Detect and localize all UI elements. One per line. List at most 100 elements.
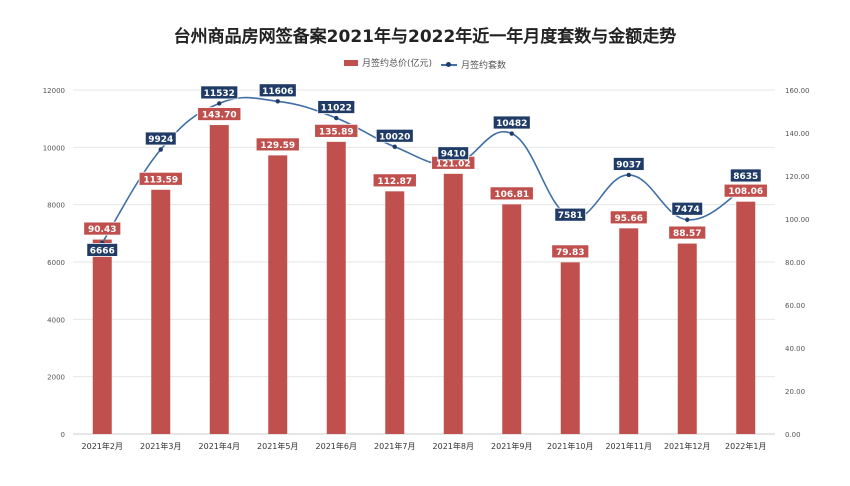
right-tick-label: 100.00 (785, 216, 810, 224)
bar-data-label: 90.43 (88, 225, 116, 235)
line-data-label-bg (375, 128, 414, 143)
line-data-label-bg (144, 131, 177, 146)
bar-data-label: 113.59 (143, 175, 178, 185)
line-data-label-bg (671, 201, 704, 216)
bar-data-label: 135.89 (319, 127, 354, 137)
x-tick-label: 2021年9月 (491, 441, 532, 451)
right-tick-label: 140.00 (785, 130, 810, 138)
bar-data-label: 95.66 (615, 214, 643, 224)
bar (92, 239, 112, 434)
bar-data-label: 88.57 (673, 229, 701, 239)
bar (443, 173, 463, 434)
left-tick-label: 6000 (47, 259, 65, 267)
x-tick-label: 2021年11月 (605, 441, 652, 451)
bar (326, 141, 346, 435)
line-data-label: 7474 (675, 205, 700, 215)
bar-data-label-bg (83, 221, 122, 236)
legend-line-swatch (440, 61, 457, 67)
chart-title: 台州商品房网签备案2021年与2022年近一年月度套数与金额走势 (173, 27, 677, 47)
right-tick-label: 20.00 (785, 388, 805, 396)
right-tick-label: 160.00 (785, 87, 810, 95)
line-data-label-bg (86, 243, 119, 257)
line-data-label: 9037 (616, 160, 641, 170)
bar-data-label: 108.06 (728, 187, 763, 197)
line-data-label-bg (612, 157, 645, 171)
bar-data-label-bg (489, 186, 534, 201)
right-tick-label: 80.00 (785, 259, 805, 267)
bar-data-label-bg (609, 210, 648, 225)
line-data-label-bg (554, 207, 587, 222)
line-point (509, 131, 514, 136)
bar-data-label-bg (138, 171, 183, 186)
right-tick-label: 60.00 (785, 302, 805, 310)
legend-item-amount: 月签约总价(亿元) (344, 56, 432, 69)
line-point (392, 144, 397, 149)
line-data-label-bg (492, 115, 531, 130)
left-tick-label: 8000 (47, 202, 65, 210)
legend: 月签约总价(亿元) 月签约套数 (0, 56, 850, 71)
x-tick-label: 2021年6月 (316, 441, 357, 451)
x-tick-label: 2021年5月 (257, 441, 298, 451)
bar (268, 155, 288, 434)
right-tick-label: 40.00 (785, 345, 805, 353)
bar-data-label-bg (668, 225, 707, 240)
line-data-label: 6666 (90, 246, 115, 256)
bar-data-label-bg (314, 123, 359, 138)
left-tick-label: 12000 (43, 87, 65, 95)
line-data-label: 11022 (321, 104, 352, 114)
legend-label-amount: 月签约总价(亿元) (362, 59, 433, 69)
bar (502, 204, 522, 434)
line-data-label-bg (317, 100, 356, 114)
line-data-label: 11532 (204, 89, 235, 99)
right-tick-label: 120.00 (785, 173, 810, 181)
bar-data-label-bg (551, 244, 590, 259)
left-tick-label: 2000 (47, 374, 65, 382)
x-tick-label: 2022年1月 (725, 441, 766, 451)
line-data-label: 8635 (733, 172, 758, 182)
bar (151, 189, 171, 434)
line-data-label-bg (437, 146, 470, 161)
bar-data-label: 121.02 (436, 159, 471, 169)
line-point (685, 217, 690, 222)
line-data-label: 10020 (379, 132, 410, 142)
line-point (217, 101, 222, 106)
bar-data-label: 143.70 (202, 111, 237, 121)
line-data-label: 11606 (262, 87, 293, 97)
line-data-label: 7581 (558, 211, 583, 221)
x-tick-label: 2021年12月 (664, 441, 711, 451)
line-data-label-bg (729, 168, 762, 183)
x-tick-label: 2021年8月 (433, 441, 474, 451)
x-tick-label: 2021年7月 (374, 441, 415, 451)
bar-data-label: 129.59 (260, 141, 295, 151)
bar-data-label: 106.81 (494, 190, 529, 200)
line-data-label: 9924 (148, 135, 173, 145)
line-point (158, 147, 163, 152)
x-tick-label: 2021年10月 (547, 441, 594, 451)
bar (736, 201, 756, 434)
line-point (275, 99, 280, 104)
legend-item-count: 月签约套数 (440, 58, 506, 71)
line-point (334, 115, 339, 121)
left-tick-label: 4000 (47, 316, 65, 324)
bar-data-label: 79.83 (556, 248, 584, 258)
bar-data-label-bg (723, 183, 768, 198)
line-data-label-bg (258, 83, 297, 98)
left-tick-label: 10000 (43, 144, 65, 152)
right-tick-label: 0.00 (785, 431, 801, 439)
bar (619, 228, 639, 434)
legend-bar-swatch (344, 59, 359, 66)
x-tick-label: 2021年3月 (140, 441, 181, 451)
line-data-label: 9410 (441, 150, 466, 160)
line-data-label-bg (200, 85, 239, 100)
bar-data-label-bg (372, 173, 417, 188)
left-tick-label: 0 (61, 431, 65, 439)
x-tick-label: 2021年2月 (82, 441, 123, 451)
x-tick-label: 2021年4月 (199, 441, 240, 451)
bar-data-label-bg (197, 107, 242, 121)
bar-data-label-bg (255, 137, 300, 152)
bar (385, 191, 405, 434)
bar (560, 262, 580, 434)
line-data-label: 10482 (496, 119, 527, 129)
